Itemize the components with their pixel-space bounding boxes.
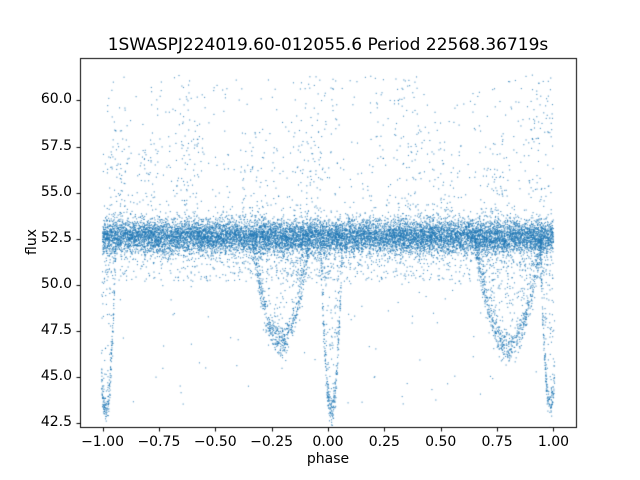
y-tick-label: 42.5 — [40, 414, 72, 431]
x-tick-label: 0.50 — [425, 434, 457, 450]
x-tick-label: −1.00 — [81, 434, 124, 450]
x-tick-label: −0.25 — [250, 434, 294, 450]
x-tick-label: −0.50 — [193, 434, 237, 450]
x-tick-label: 0.75 — [481, 434, 513, 450]
x-axis-label: phase — [306, 451, 350, 467]
y-tick-label: 55.0 — [40, 183, 72, 200]
x-tick-label: 0.25 — [368, 434, 400, 450]
y-tick-label: 60.0 — [40, 91, 72, 108]
y-tick-label: 45.0 — [40, 368, 72, 385]
y-tick-label: 47.5 — [40, 322, 72, 339]
y-tick-label: 50.0 — [40, 275, 72, 292]
x-tick-label: 0.00 — [312, 434, 344, 450]
y-tick-label: 52.5 — [40, 229, 72, 246]
x-tick-label: −0.75 — [137, 434, 181, 450]
x-tick-label: 1.00 — [537, 434, 570, 450]
chart-title: 1SWASPJ224019.60-012055.6 Period 22568.3… — [107, 35, 549, 55]
y-tick-label: 57.5 — [40, 137, 72, 154]
